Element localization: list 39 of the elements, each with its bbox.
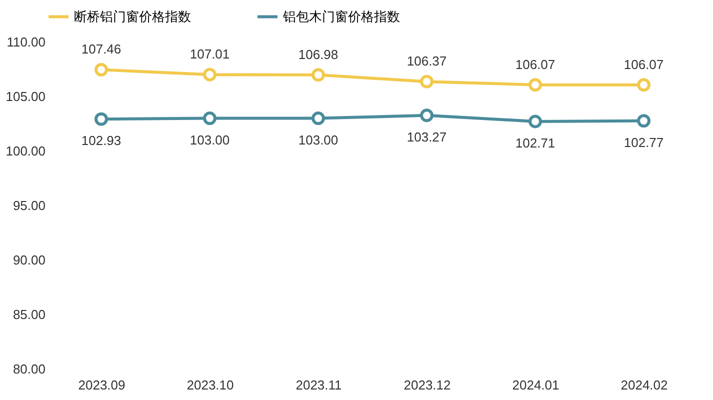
data-label: 107.01: [190, 46, 230, 62]
data-label: 107.46: [81, 42, 122, 57]
y-tick-label: 110.00: [6, 34, 46, 50]
data-label: 103.27: [406, 129, 447, 144]
point: [203, 68, 216, 82]
data-label: 106.07: [515, 56, 556, 72]
point: [312, 112, 325, 126]
data-label: 106.98: [298, 46, 338, 62]
y-tick-label: 90.00: [12, 252, 46, 268]
legend-label: 铝包木门窗价格指数: [282, 8, 400, 24]
data-label: 106.07: [624, 56, 664, 72]
point: [637, 78, 650, 92]
y-tick-label: 100.00: [6, 144, 46, 158]
point: [637, 114, 650, 128]
y-tick-label: 95.00: [12, 198, 46, 213]
point: [420, 74, 434, 88]
y-tick-label: 105.00: [6, 89, 46, 104]
x-tick-label: 2023.10: [186, 378, 234, 392]
x-tick-label: 2024.01: [512, 378, 560, 392]
legend-label: 断桥铝门窗价格指数: [74, 8, 191, 24]
data-label: 103.00: [298, 132, 338, 148]
point: [94, 112, 108, 126]
x-tick-label: 2024.02: [620, 378, 668, 392]
data-label: 102.93: [81, 133, 122, 148]
y-tick-label: 80.00: [12, 362, 46, 376]
data-label: 103.00: [190, 132, 230, 148]
point: [203, 112, 216, 126]
x-tick-label: 2023.11: [296, 378, 342, 392]
point: [528, 78, 542, 92]
point: [94, 62, 108, 76]
x-tick-label: 2023.12: [404, 378, 451, 392]
data-label: 102.77: [624, 134, 664, 150]
x-tick-label: 2023.09: [78, 378, 126, 392]
point: [420, 108, 434, 122]
y-tick-label: 85.00: [12, 307, 46, 322]
data-label: 106.37: [406, 54, 447, 69]
data-label: 102.71: [515, 135, 556, 150]
point: [528, 114, 542, 128]
point: [312, 68, 325, 82]
